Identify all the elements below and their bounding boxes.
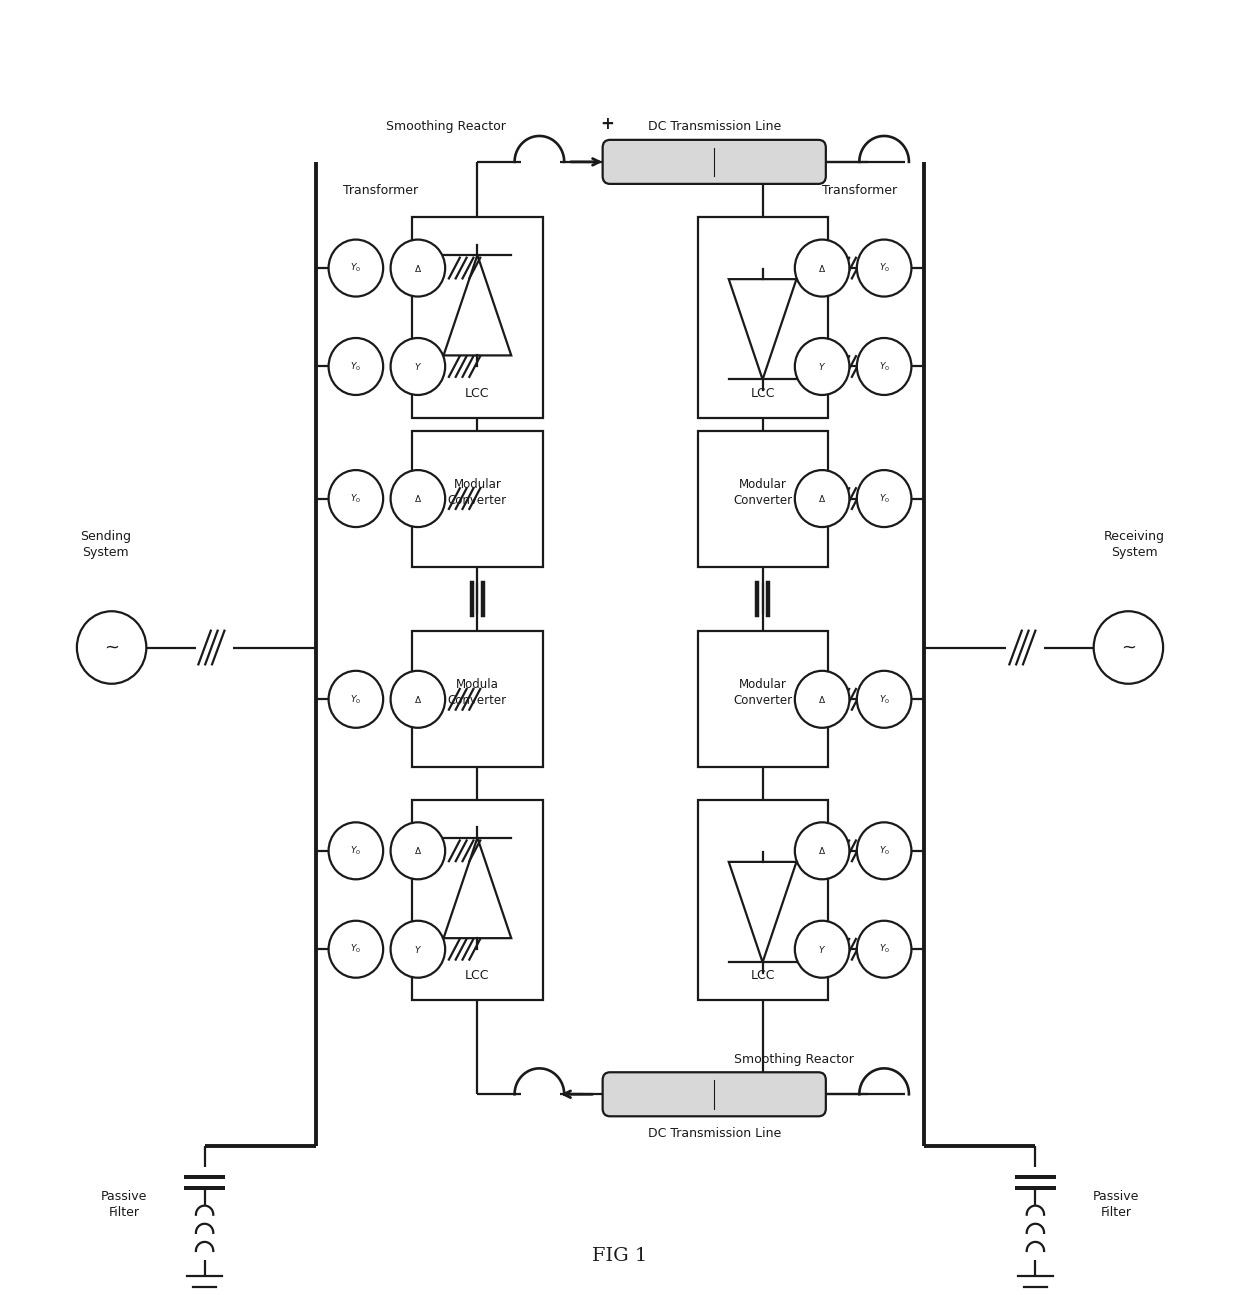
Text: $Y_0$: $Y_0$ (351, 693, 361, 706)
Text: $Y_0$: $Y_0$ (879, 492, 889, 505)
Circle shape (795, 240, 849, 297)
Text: Modular
Converter: Modular Converter (448, 478, 507, 506)
Circle shape (795, 338, 849, 395)
Bar (412, 631, 543, 767)
Circle shape (391, 822, 445, 879)
Bar (697, 216, 828, 417)
Circle shape (795, 671, 849, 728)
Circle shape (857, 822, 911, 879)
Text: $Y$: $Y$ (818, 361, 826, 372)
Text: ~: ~ (104, 638, 119, 657)
Text: Passive
Filter: Passive Filter (100, 1190, 148, 1219)
Circle shape (857, 338, 911, 395)
Circle shape (391, 240, 445, 297)
Text: Passive
Filter: Passive Filter (1092, 1190, 1140, 1219)
Text: $Y$: $Y$ (414, 944, 422, 954)
Bar (412, 431, 543, 567)
Bar (697, 431, 828, 567)
Text: LCC: LCC (465, 969, 490, 982)
Text: Transformer: Transformer (822, 184, 897, 197)
Circle shape (857, 470, 911, 527)
Text: DC Transmission Line: DC Transmission Line (647, 120, 781, 133)
Text: LCC: LCC (465, 386, 490, 399)
Text: DC Transmission Line: DC Transmission Line (647, 1127, 781, 1140)
Text: ~: ~ (1121, 638, 1136, 657)
Circle shape (391, 921, 445, 978)
Text: $Y$: $Y$ (818, 944, 826, 954)
Text: $Y_0$: $Y_0$ (879, 360, 889, 373)
Text: $Y_0$: $Y_0$ (351, 262, 361, 275)
Bar (412, 800, 543, 1001)
Polygon shape (729, 280, 796, 379)
Text: $\Delta$: $\Delta$ (818, 846, 826, 856)
Circle shape (329, 921, 383, 978)
Text: Receiving
System: Receiving System (1104, 531, 1166, 559)
Polygon shape (444, 838, 511, 938)
Text: Modular
Converter: Modular Converter (733, 679, 792, 707)
Circle shape (77, 611, 146, 684)
Circle shape (795, 921, 849, 978)
Text: Sending
System: Sending System (79, 531, 131, 559)
Text: $Y_0$: $Y_0$ (351, 492, 361, 505)
Text: $Y_0$: $Y_0$ (879, 693, 889, 706)
FancyBboxPatch shape (603, 1072, 826, 1116)
Circle shape (857, 240, 911, 297)
Text: LCC: LCC (750, 386, 775, 399)
Circle shape (329, 338, 383, 395)
Bar (697, 800, 828, 1001)
Circle shape (795, 822, 849, 879)
Text: $Y$: $Y$ (414, 361, 422, 372)
Text: $\Delta$: $\Delta$ (414, 263, 422, 273)
Polygon shape (444, 255, 511, 355)
Text: LCC: LCC (750, 969, 775, 982)
Circle shape (1094, 611, 1163, 684)
Text: $Y_0$: $Y_0$ (879, 262, 889, 275)
Text: $\Delta$: $\Delta$ (818, 694, 826, 704)
Bar (412, 216, 543, 417)
Text: $Y_0$: $Y_0$ (351, 844, 361, 857)
Circle shape (857, 671, 911, 728)
Polygon shape (729, 862, 796, 962)
Text: $\Delta$: $\Delta$ (414, 846, 422, 856)
Text: Transformer: Transformer (343, 184, 418, 197)
Circle shape (329, 470, 383, 527)
Circle shape (329, 671, 383, 728)
Text: $Y_0$: $Y_0$ (879, 844, 889, 857)
Text: $\Delta$: $\Delta$ (818, 263, 826, 273)
Circle shape (857, 921, 911, 978)
Text: +: + (600, 115, 615, 133)
FancyBboxPatch shape (603, 140, 826, 184)
Text: $Y_0$: $Y_0$ (879, 943, 889, 956)
Text: Smoothing Reactor: Smoothing Reactor (387, 120, 506, 133)
Bar (697, 631, 828, 767)
Text: -: - (605, 1105, 610, 1120)
Text: $\Delta$: $\Delta$ (818, 493, 826, 504)
Text: Smoothing Reactor: Smoothing Reactor (734, 1053, 853, 1066)
Text: Modula
Converter: Modula Converter (448, 679, 507, 707)
Text: Modular
Converter: Modular Converter (733, 478, 792, 506)
Circle shape (391, 671, 445, 728)
Circle shape (329, 822, 383, 879)
Circle shape (391, 470, 445, 527)
Text: $\Delta$: $\Delta$ (414, 694, 422, 704)
Circle shape (329, 240, 383, 297)
Circle shape (795, 470, 849, 527)
Text: $Y_0$: $Y_0$ (351, 360, 361, 373)
Text: $Y_0$: $Y_0$ (351, 943, 361, 956)
Circle shape (391, 338, 445, 395)
Text: FIG 1: FIG 1 (593, 1247, 647, 1265)
Text: $\Delta$: $\Delta$ (414, 493, 422, 504)
